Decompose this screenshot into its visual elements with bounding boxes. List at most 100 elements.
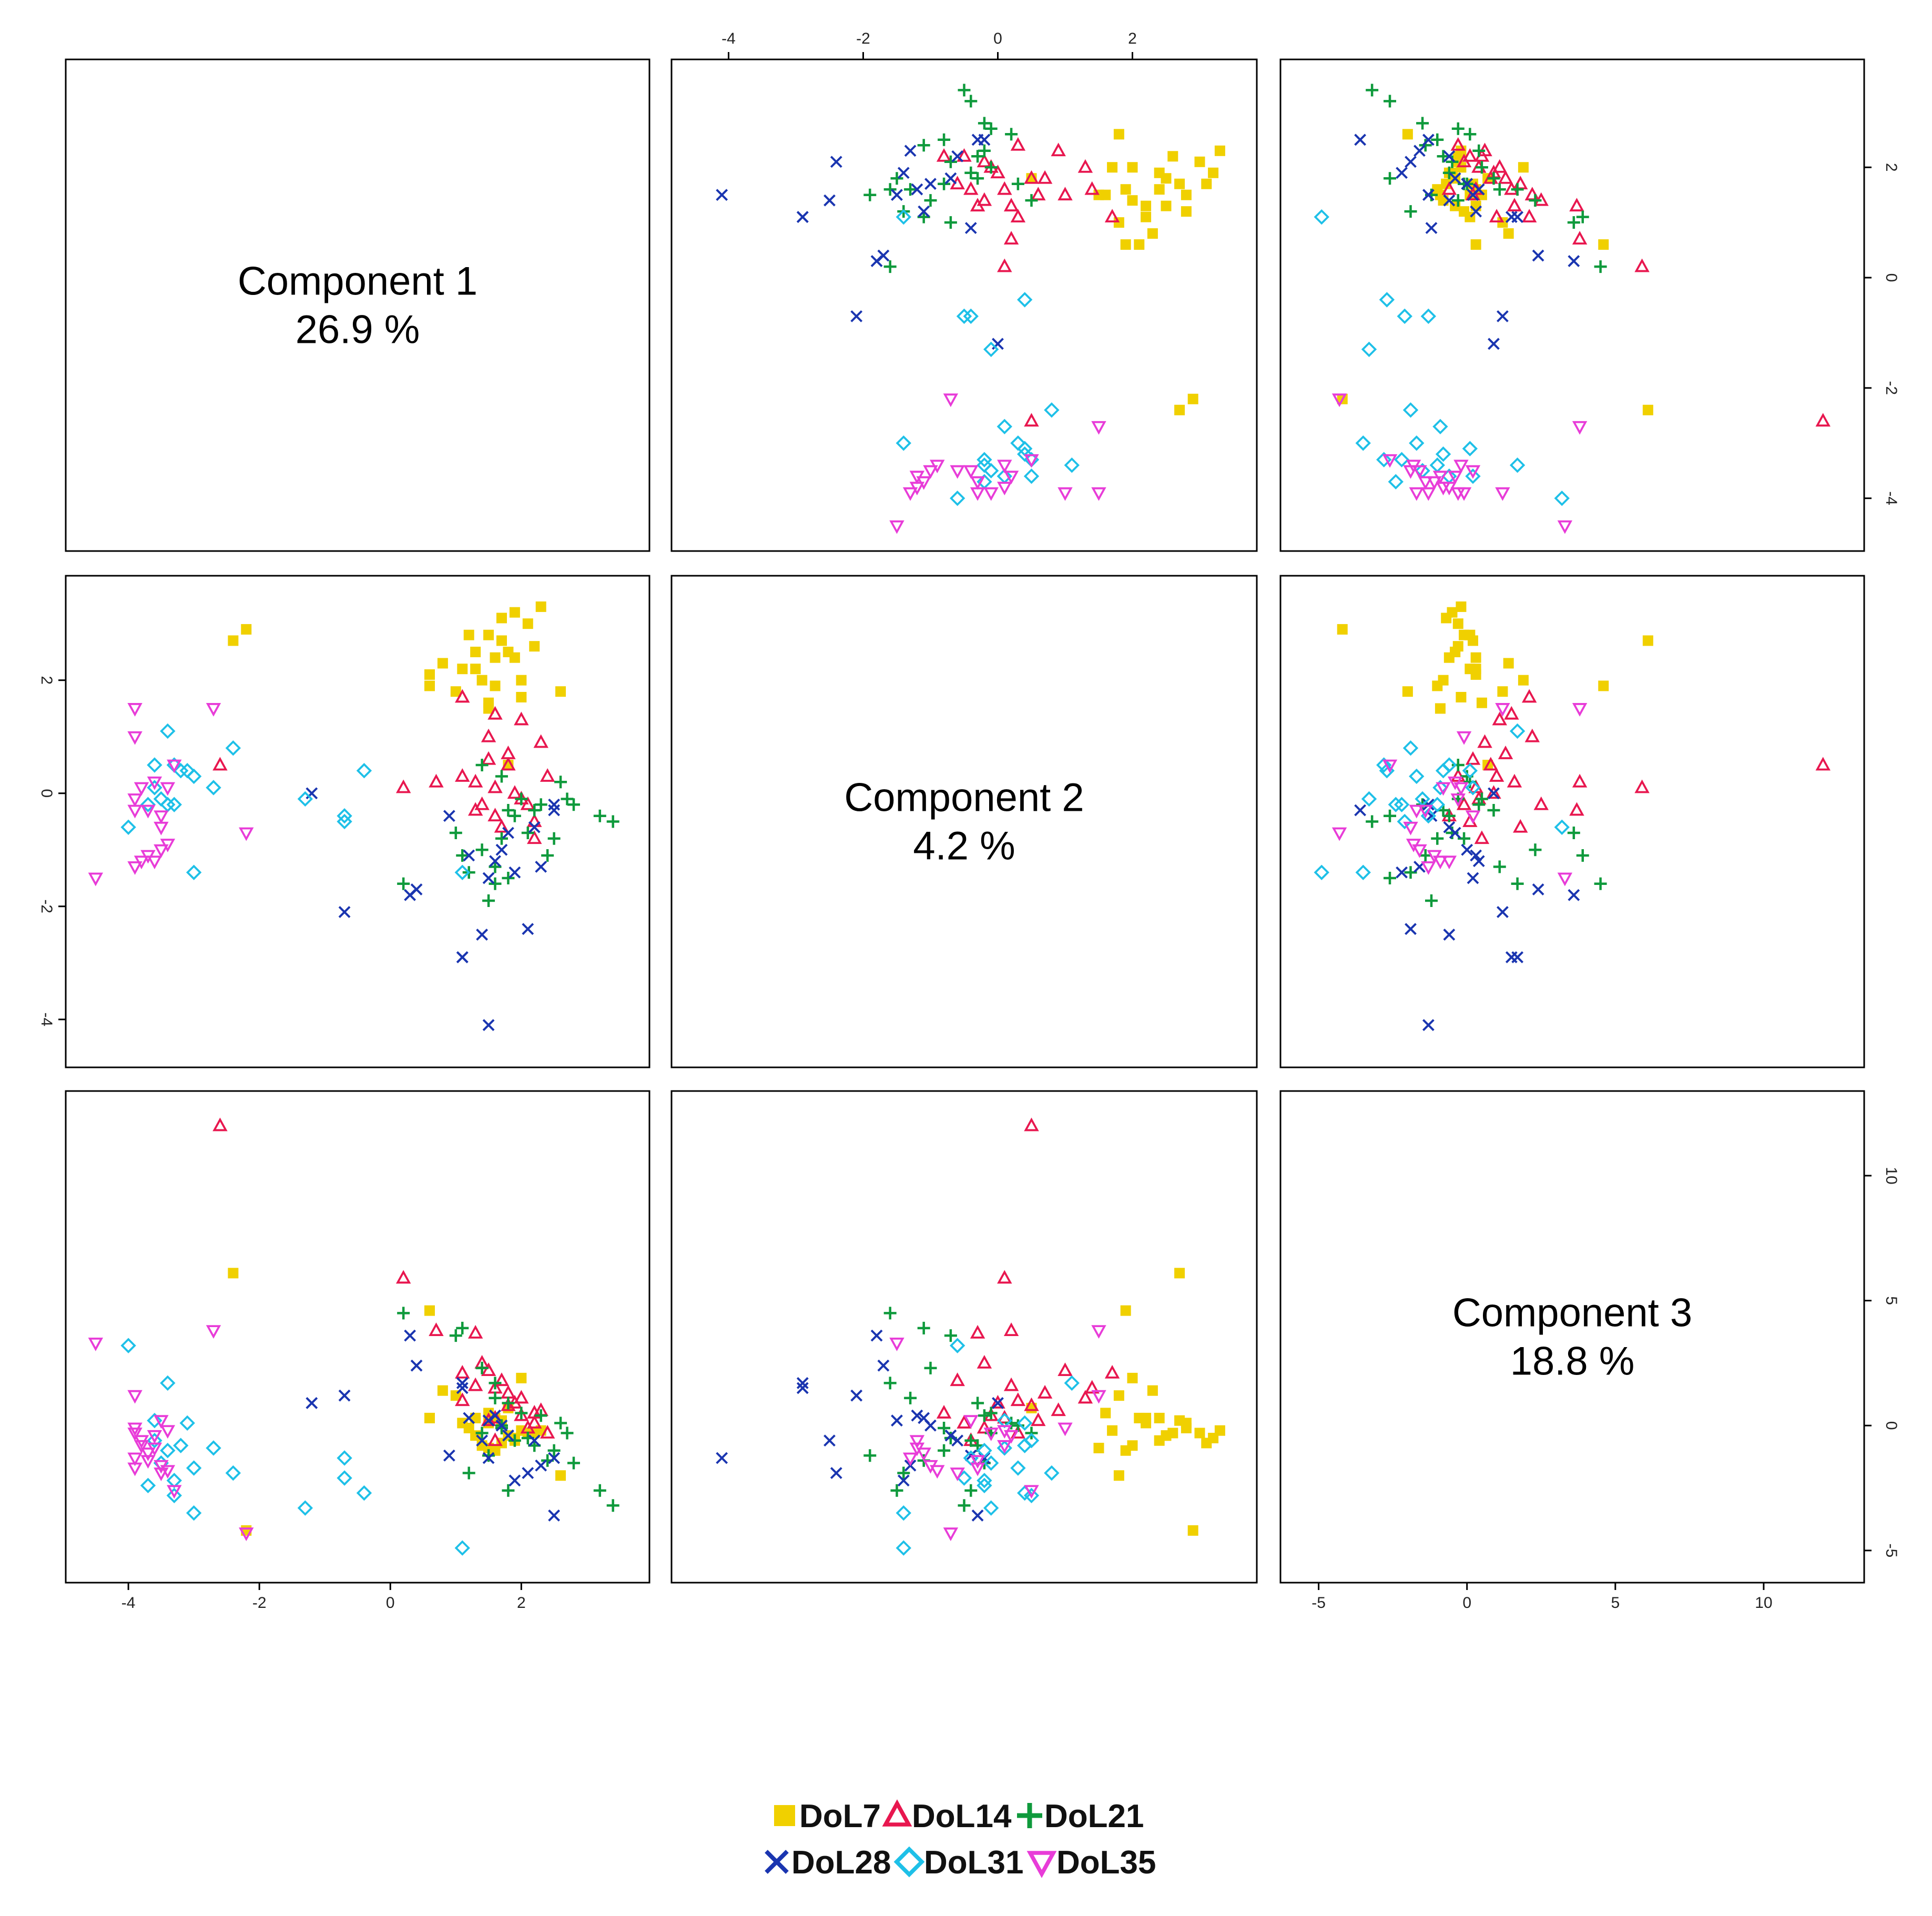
point-DoL28 <box>535 861 547 873</box>
point-DoL28 <box>850 1389 863 1402</box>
point-DoL14 <box>1533 796 1549 810</box>
point-DoL35 <box>206 1325 221 1339</box>
point-DoL14 <box>1492 159 1507 173</box>
point-DoL31 <box>896 1505 911 1521</box>
point-DoL31 <box>1017 1415 1033 1431</box>
y-axis-3: -5 0 5 10 <box>1863 1167 1900 1557</box>
point-DoL31 <box>1394 452 1410 467</box>
panel-r2-c3 <box>1279 575 1865 1068</box>
point-DoL35 <box>127 1428 143 1441</box>
panel-frame <box>670 575 1258 1068</box>
point-DoL21 <box>449 827 462 840</box>
point-DoL7 <box>1154 167 1165 178</box>
point-DoL14 <box>936 1405 952 1419</box>
point-DoL7 <box>1107 162 1118 173</box>
point-DoL28 <box>1472 855 1485 868</box>
point-DoL14 <box>514 1407 529 1421</box>
point-DoL31 <box>1465 780 1481 796</box>
point-DoL7 <box>1113 1470 1124 1481</box>
point-DoL35 <box>147 1430 162 1444</box>
point-DoL21 <box>475 1361 489 1374</box>
point-DoL21 <box>1576 849 1589 862</box>
point-DoL7 <box>1141 200 1152 211</box>
point-DoL21 <box>489 1391 502 1404</box>
point-DoL31 <box>173 1438 189 1453</box>
point-DoL35 <box>140 1455 156 1469</box>
point-DoL14 <box>1815 757 1831 771</box>
point-DoL28 <box>1488 787 1500 800</box>
point-DoL7 <box>1174 178 1185 189</box>
point-DoL7 <box>470 664 481 675</box>
series-DoL7 <box>1337 601 1653 770</box>
point-DoL7 <box>1194 156 1205 167</box>
panel-r3-c2 <box>670 1090 1258 1584</box>
series-DoL21 <box>1366 758 1607 908</box>
point-DoL31 <box>160 723 176 739</box>
point-DoL7 <box>1402 686 1413 697</box>
point-DoL7 <box>1452 618 1463 629</box>
point-DoL35 <box>239 1527 254 1542</box>
point-DoL28 <box>482 1019 495 1032</box>
point-DoL28 <box>1425 222 1438 235</box>
point-DoL35 <box>1572 703 1588 717</box>
diagonal-variance-label: 4.2 % <box>913 824 1015 869</box>
point-DoL14 <box>1507 773 1522 788</box>
point-DoL7 <box>1093 189 1104 200</box>
point-DoL28 <box>528 821 541 833</box>
legend-label: DoL28 <box>791 1844 891 1881</box>
point-DoL28 <box>1414 145 1426 157</box>
point-DoL35 <box>1057 487 1073 501</box>
point-DoL35 <box>1436 782 1451 796</box>
tick-label: 0 <box>1883 1421 1900 1430</box>
point-DoL21 <box>449 1329 462 1342</box>
point-DoL28 <box>1396 866 1408 879</box>
point-DoL21 <box>897 1466 910 1480</box>
point-DoL28 <box>1422 189 1435 201</box>
point-DoL31 <box>1361 341 1377 358</box>
series-DoL28 <box>306 787 561 1032</box>
point-DoL31 <box>1402 740 1419 756</box>
point-DoL21 <box>1384 809 1397 822</box>
point-DoL21 <box>593 1484 606 1497</box>
point-DoL21 <box>482 894 495 908</box>
point-DoL14 <box>1441 181 1457 195</box>
point-DoL28 <box>1532 883 1544 895</box>
point-DoL7 <box>516 691 527 702</box>
series-DoL35 <box>88 1325 254 1542</box>
tick-label: -4 <box>1883 491 1900 505</box>
point-DoL35 <box>1331 827 1347 841</box>
point-DoL14 <box>950 1372 965 1387</box>
point-DoL28 <box>1396 167 1408 179</box>
point-DoL21 <box>978 117 991 130</box>
point-DoL31 <box>1388 797 1404 812</box>
point-DoL21 <box>971 172 984 185</box>
point-DoL14 <box>1486 785 1501 799</box>
point-DoL35 <box>127 731 143 745</box>
point-DoL35 <box>970 487 985 501</box>
point-DoL7 <box>509 607 520 618</box>
tick-label: -2 <box>252 1594 267 1612</box>
point-DoL14 <box>487 779 503 793</box>
point-DoL7 <box>1452 151 1463 162</box>
point-DoL21 <box>1446 155 1459 168</box>
point-DoL35 <box>1091 487 1106 501</box>
point-DoL35 <box>1450 487 1466 501</box>
point-DoL21 <box>1431 832 1444 845</box>
point-DoL14 <box>501 746 516 759</box>
point-DoL35 <box>1091 1390 1106 1404</box>
point-DoL7 <box>1459 629 1470 640</box>
point-DoL31 <box>179 763 195 779</box>
point-DoL7 <box>437 1385 448 1396</box>
point-DoL21 <box>1529 843 1542 857</box>
point-DoL28 <box>495 843 508 856</box>
point-DoL35 <box>134 782 149 796</box>
point-DoL7 <box>463 629 474 640</box>
point-DoL28 <box>489 855 501 868</box>
point-DoL7 <box>516 1372 527 1383</box>
point-DoL28 <box>463 849 475 862</box>
legend-marker-DoL7 <box>774 1805 795 1826</box>
point-DoL14 <box>1031 1412 1046 1426</box>
point-DoL21 <box>924 1361 937 1374</box>
point-DoL31 <box>950 1338 965 1353</box>
point-DoL21 <box>1425 894 1438 908</box>
